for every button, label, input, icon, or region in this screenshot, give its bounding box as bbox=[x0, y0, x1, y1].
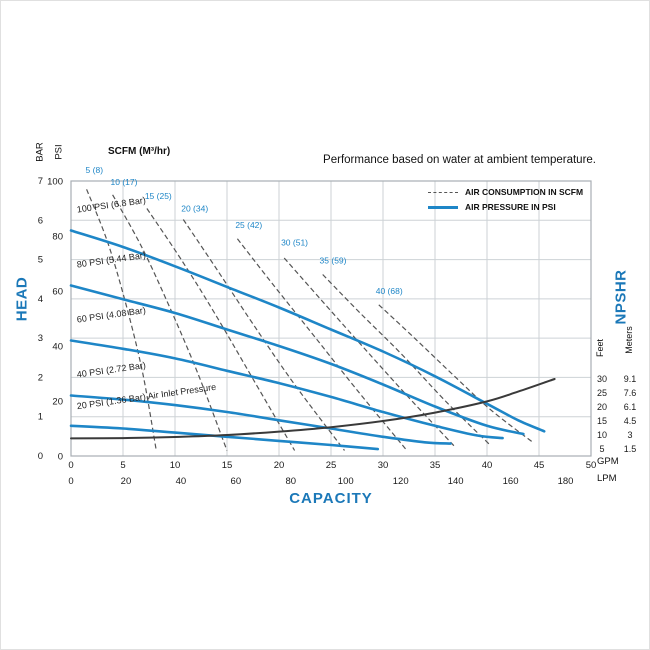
svg-text:30: 30 bbox=[597, 374, 607, 384]
npshr-curve bbox=[70, 378, 556, 440]
scfm-axis-label: SCFM (M³/hr) bbox=[108, 146, 171, 157]
feet-scale-label: Feet bbox=[595, 338, 605, 358]
svg-text:0: 0 bbox=[58, 452, 63, 463]
gpm-unit-label: GPM bbox=[597, 456, 619, 467]
svg-text:100: 100 bbox=[338, 476, 354, 487]
svg-text:0: 0 bbox=[68, 460, 73, 471]
legend-item-air-pressure: AIR PRESSURE IN PSI bbox=[428, 202, 583, 212]
pressure-curve-labels: 100 PSI (6.8 Bar)80 PSI (5.44 Bar)60 PSI… bbox=[76, 195, 217, 411]
air-pressure-curve-0 bbox=[69, 229, 546, 433]
svg-text:20: 20 bbox=[597, 402, 607, 412]
svg-text:10: 10 bbox=[597, 430, 607, 440]
meters-scale-label: Meters bbox=[624, 326, 634, 354]
air-consumption-curve-5 bbox=[283, 257, 457, 449]
bar-scale-label: BAR bbox=[34, 142, 46, 162]
consumption-curve-label-6: 35 (59) bbox=[320, 256, 347, 266]
svg-text:7: 7 bbox=[38, 176, 43, 187]
pressure-curve-label-3: 40 PSI (2.72 Bar) bbox=[76, 360, 146, 380]
svg-text:3: 3 bbox=[627, 430, 632, 440]
svg-text:0: 0 bbox=[38, 451, 43, 462]
chart-note: Performance based on water at ambient te… bbox=[323, 154, 596, 166]
svg-text:7.6: 7.6 bbox=[624, 388, 637, 398]
svg-text:3: 3 bbox=[38, 333, 43, 344]
head-axis-title: HEAD bbox=[13, 276, 31, 322]
air-consumption-curve-3 bbox=[182, 219, 345, 451]
air-pressure-curve-2 bbox=[69, 339, 504, 440]
svg-text:6.1: 6.1 bbox=[624, 402, 637, 412]
consumption-curve-label-1: 10 (17) bbox=[111, 177, 138, 187]
consumption-curve-labels: 5 (8) 10 (17) 15 (25) 20 (34) 25 (42) 30 (51)… bbox=[86, 165, 403, 296]
legend-label-air-consumption: AIR CONSUMPTION IN SCFM bbox=[465, 187, 584, 197]
consumption-curve-label-3: 20 (34) bbox=[181, 203, 208, 213]
svg-text:40: 40 bbox=[482, 460, 493, 471]
legend-label-air-pressure: AIR PRESSURE IN PSI bbox=[465, 202, 556, 212]
svg-text:100: 100 bbox=[47, 177, 63, 188]
air-pressure-curves bbox=[69, 229, 546, 451]
air-pressure-curve-1 bbox=[69, 284, 525, 436]
svg-text:60: 60 bbox=[52, 287, 63, 298]
air-pressure-curve-4 bbox=[69, 424, 380, 451]
consumption-curve-label-5: 30 (51) bbox=[281, 238, 308, 248]
pressure-curve-label-2: 60 PSI (4.08 Bar) bbox=[76, 305, 146, 325]
gridlines bbox=[70, 180, 592, 457]
legend: AIR CONSUMPTION IN SCFM AIR PRESSURE IN … bbox=[428, 187, 583, 212]
capacity-axis-title: CAPACITY bbox=[289, 490, 373, 507]
svg-text:80: 80 bbox=[52, 232, 63, 243]
lpm-unit-label: LPM bbox=[597, 473, 617, 484]
svg-text:15: 15 bbox=[597, 416, 607, 426]
consumption-curve-label-4: 25 (42) bbox=[235, 220, 262, 230]
solid-line-icon bbox=[428, 205, 458, 209]
svg-text:140: 140 bbox=[448, 476, 464, 487]
consumption-curve-label-2: 15 (25) bbox=[145, 191, 172, 201]
svg-text:40: 40 bbox=[176, 476, 187, 487]
dashed-line-icon bbox=[428, 191, 458, 193]
svg-text:6: 6 bbox=[38, 215, 43, 226]
pressure-curve-label-0: 100 PSI (6.8 Bar) bbox=[76, 195, 146, 215]
svg-text:25: 25 bbox=[597, 388, 607, 398]
plot-border bbox=[70, 180, 592, 457]
svg-text:40: 40 bbox=[52, 342, 63, 353]
consumption-curve-label-7: 40 (68) bbox=[376, 286, 403, 296]
psi-scale-label: PSI bbox=[53, 144, 65, 160]
svg-text:5: 5 bbox=[38, 255, 43, 266]
npshr-axis-title: NPSHR bbox=[612, 269, 630, 325]
consumption-curve-label-0: 5 (8) bbox=[86, 165, 104, 175]
svg-text:9.1: 9.1 bbox=[624, 374, 637, 384]
svg-text:0: 0 bbox=[68, 476, 73, 487]
air-consumption-curve-0 bbox=[86, 189, 157, 451]
svg-text:45: 45 bbox=[534, 460, 545, 471]
svg-text:180: 180 bbox=[558, 476, 574, 487]
air-consumption-curve-7 bbox=[378, 304, 534, 443]
svg-text:80: 80 bbox=[286, 476, 297, 487]
svg-text:20: 20 bbox=[274, 460, 285, 471]
svg-text:15: 15 bbox=[222, 460, 233, 471]
svg-text:5: 5 bbox=[599, 444, 604, 454]
svg-text:10: 10 bbox=[170, 460, 181, 471]
air-consumption-curve-4 bbox=[236, 238, 408, 451]
svg-text:4: 4 bbox=[38, 294, 43, 305]
svg-text:2: 2 bbox=[38, 372, 43, 383]
svg-text:30: 30 bbox=[378, 460, 389, 471]
air-consumption-curve-2 bbox=[146, 208, 296, 451]
svg-text:1.5: 1.5 bbox=[624, 444, 637, 454]
svg-text:5: 5 bbox=[120, 460, 125, 471]
svg-text:25: 25 bbox=[326, 460, 337, 471]
svg-text:20: 20 bbox=[52, 397, 63, 408]
svg-text:20: 20 bbox=[121, 476, 132, 487]
svg-text:35: 35 bbox=[430, 460, 441, 471]
svg-text:4.5: 4.5 bbox=[624, 416, 637, 426]
svg-text:50: 50 bbox=[586, 460, 597, 471]
svg-text:1: 1 bbox=[38, 412, 43, 423]
svg-text:120: 120 bbox=[393, 476, 409, 487]
air-pressure-curve-3 bbox=[69, 394, 452, 445]
legend-item-air-consumption: AIR CONSUMPTION IN SCFM bbox=[428, 187, 583, 197]
svg-text:160: 160 bbox=[503, 476, 519, 487]
svg-text:60: 60 bbox=[231, 476, 242, 487]
